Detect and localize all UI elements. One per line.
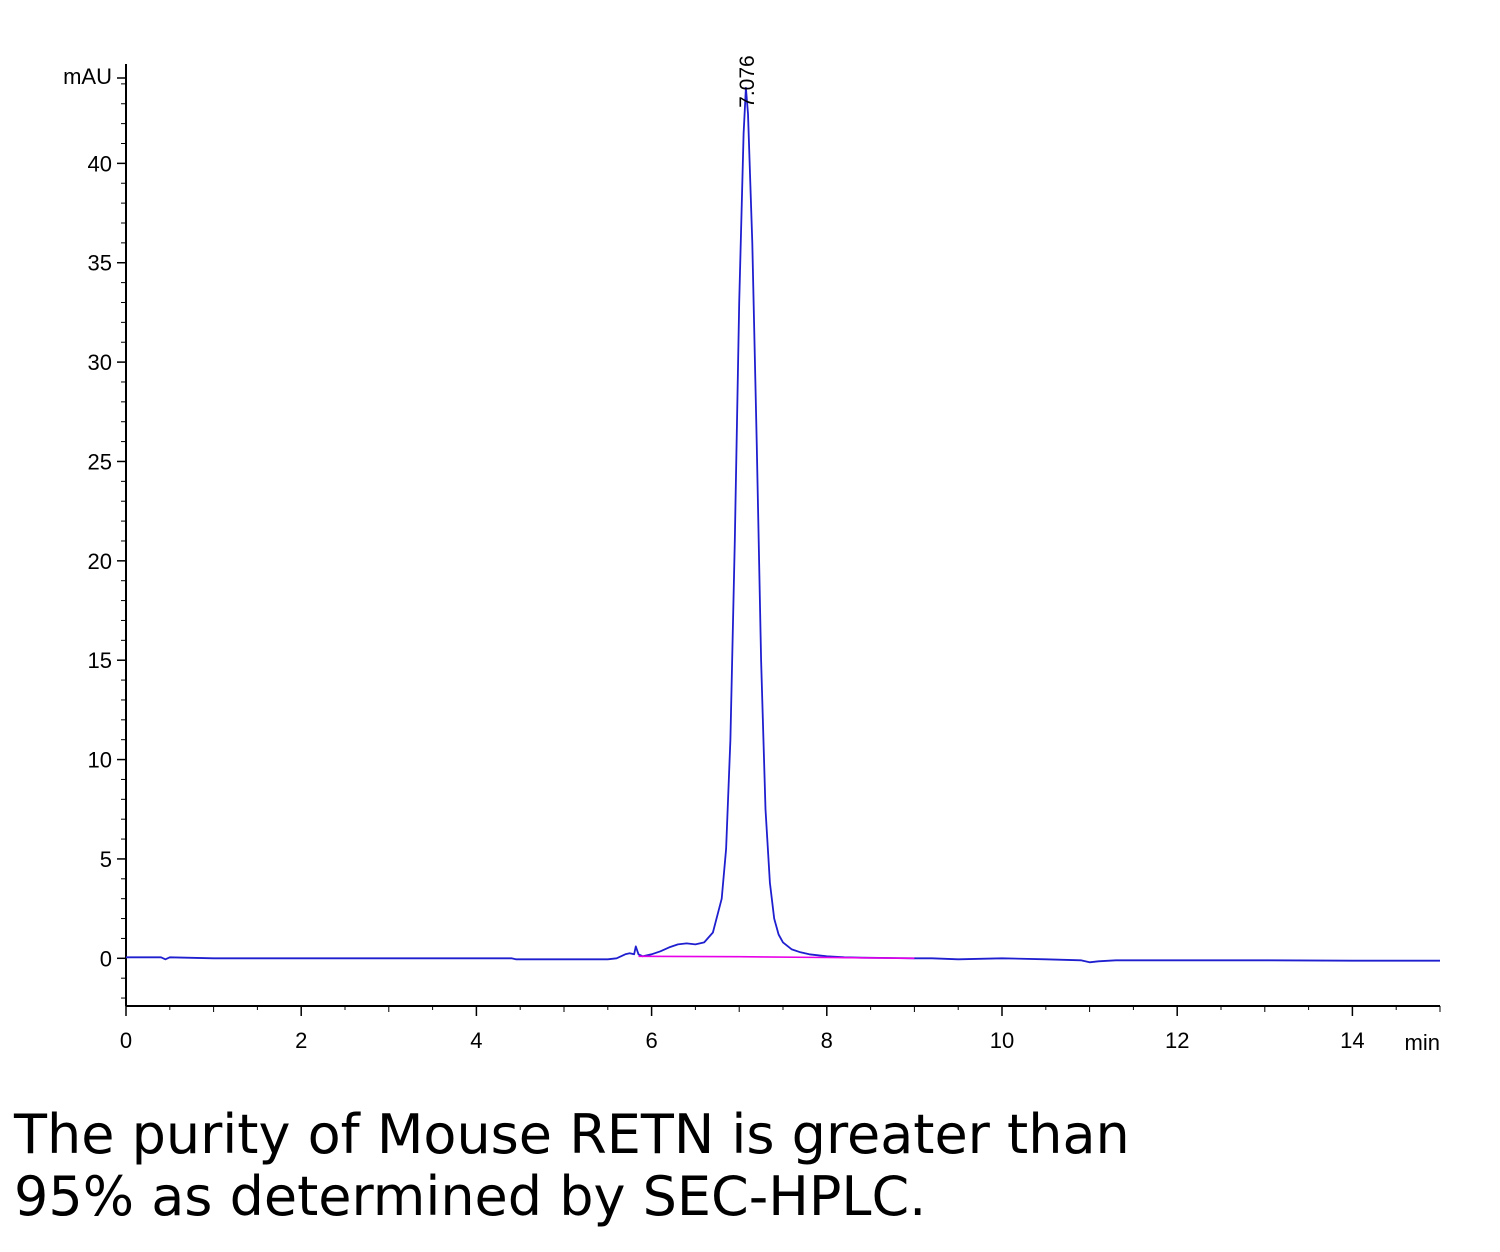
y-tick-label: 30	[88, 350, 112, 375]
y-tick-label: 35	[88, 251, 112, 276]
x-tick-label: 2	[295, 1028, 307, 1053]
y-tick-label: 15	[88, 648, 112, 673]
y-tick-label: 40	[88, 151, 112, 176]
caption-line-1: The purity of Mouse RETN is greater than	[14, 1103, 1130, 1166]
x-tick-label: 4	[470, 1028, 482, 1053]
chromatogram-chart: 0 5 10 15 20 25 30 35 40 mAU 0 2 4 6 8 10 12 14 min 7.076	[63, 55, 1441, 1055]
x-axis-unit-label: min	[1405, 1030, 1440, 1055]
x-tick-label: 6	[645, 1028, 657, 1053]
caption: The purity of Mouse RETN is greater than…	[14, 1104, 1474, 1228]
chromatogram-trace	[126, 86, 1440, 964]
y-axis-unit-label: mAU	[63, 64, 112, 89]
y-tick-label: 25	[88, 449, 112, 474]
x-tick-label: 10	[990, 1028, 1014, 1053]
x-tick-label: 8	[821, 1028, 833, 1053]
chart-labels: 0 5 10 15 20 25 30 35 40 mAU 0 2 4 6 8 10 12 14 min 7.076	[63, 55, 1440, 1055]
x-tick-label: 12	[1165, 1028, 1189, 1053]
y-tick-label: 0	[100, 946, 112, 971]
x-tick-label: 14	[1340, 1028, 1364, 1053]
baseline-trace	[638, 955, 915, 960]
caption-line-2: 95% as determined by SEC-HPLC.	[14, 1165, 927, 1228]
x-tick-label: 0	[120, 1028, 132, 1053]
y-tick-label: 5	[100, 847, 112, 872]
peak-retention-label: 7.076	[736, 55, 759, 108]
y-tick-label: 10	[88, 748, 112, 773]
chart-axes	[117, 64, 1441, 1016]
y-tick-label: 20	[88, 549, 112, 574]
chart-series	[126, 86, 1440, 964]
